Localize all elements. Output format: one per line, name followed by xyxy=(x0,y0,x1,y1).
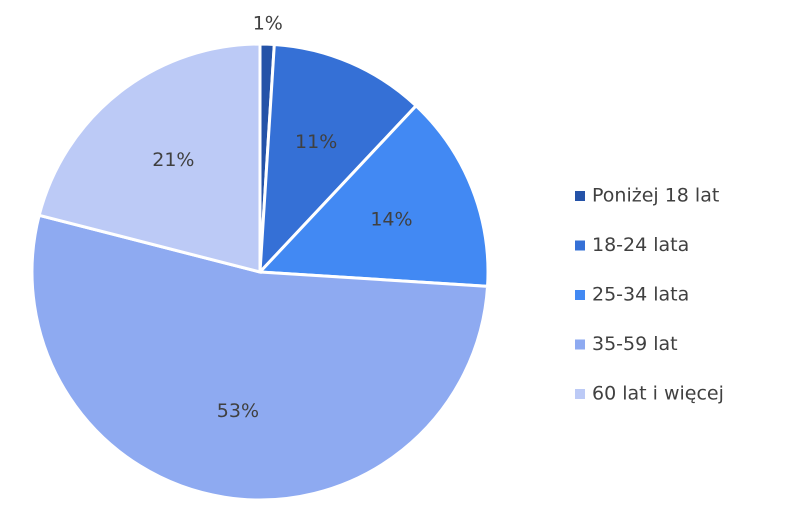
legend-swatch xyxy=(575,290,585,300)
legend-swatch xyxy=(575,191,585,201)
data-label: 21% xyxy=(152,149,194,171)
legend-swatch xyxy=(575,339,585,350)
legend-label: 18-24 lata xyxy=(592,234,689,256)
pie-slice xyxy=(30,213,490,502)
legend-label: 60 lat i więcej xyxy=(592,383,724,405)
pie-slice xyxy=(37,42,262,274)
pie-slice xyxy=(258,42,419,277)
legend-label: 25-34 lata xyxy=(592,284,689,306)
data-label: 1% xyxy=(253,13,283,35)
data-label: 11% xyxy=(295,131,337,153)
data-label: 53% xyxy=(217,400,259,422)
legend-label: Poniżej 18 lat xyxy=(592,185,719,207)
legend-label: 35-59 lat xyxy=(592,333,678,355)
legend-swatch xyxy=(575,389,585,399)
legend-swatch xyxy=(575,240,585,251)
data-label: 14% xyxy=(370,208,412,230)
pie-slice xyxy=(256,103,490,288)
